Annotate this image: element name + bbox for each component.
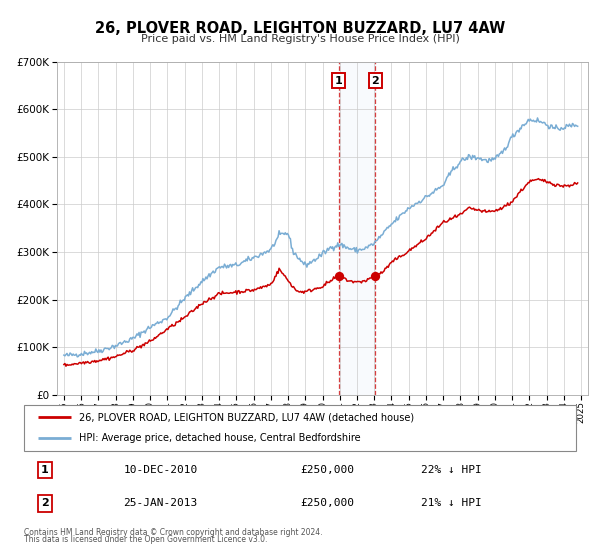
Text: 2: 2	[41, 498, 49, 508]
Text: Contains HM Land Registry data © Crown copyright and database right 2024.: Contains HM Land Registry data © Crown c…	[24, 528, 323, 536]
Point	[334, 272, 344, 281]
Text: £250,000: £250,000	[300, 465, 354, 475]
Text: 21% ↓ HPI: 21% ↓ HPI	[421, 498, 482, 508]
Text: 10-DEC-2010: 10-DEC-2010	[124, 465, 197, 475]
Text: £250,000: £250,000	[300, 498, 354, 508]
Text: Price paid vs. HM Land Registry's House Price Index (HPI): Price paid vs. HM Land Registry's House …	[140, 34, 460, 44]
FancyBboxPatch shape	[24, 405, 576, 451]
Text: 26, PLOVER ROAD, LEIGHTON BUZZARD, LU7 4AW (detached house): 26, PLOVER ROAD, LEIGHTON BUZZARD, LU7 4…	[79, 412, 415, 422]
Text: HPI: Average price, detached house, Central Bedfordshire: HPI: Average price, detached house, Cent…	[79, 433, 361, 444]
Text: 2: 2	[371, 76, 379, 86]
Text: 1: 1	[41, 465, 49, 475]
Text: 25-JAN-2013: 25-JAN-2013	[124, 498, 197, 508]
Point	[371, 272, 380, 281]
Text: 26, PLOVER ROAD, LEIGHTON BUZZARD, LU7 4AW: 26, PLOVER ROAD, LEIGHTON BUZZARD, LU7 4…	[95, 21, 505, 36]
Bar	[339, 62, 376, 395]
Text: 1: 1	[335, 76, 343, 86]
Text: This data is licensed under the Open Government Licence v3.0.: This data is licensed under the Open Gov…	[24, 535, 268, 544]
Text: 22% ↓ HPI: 22% ↓ HPI	[421, 465, 482, 475]
